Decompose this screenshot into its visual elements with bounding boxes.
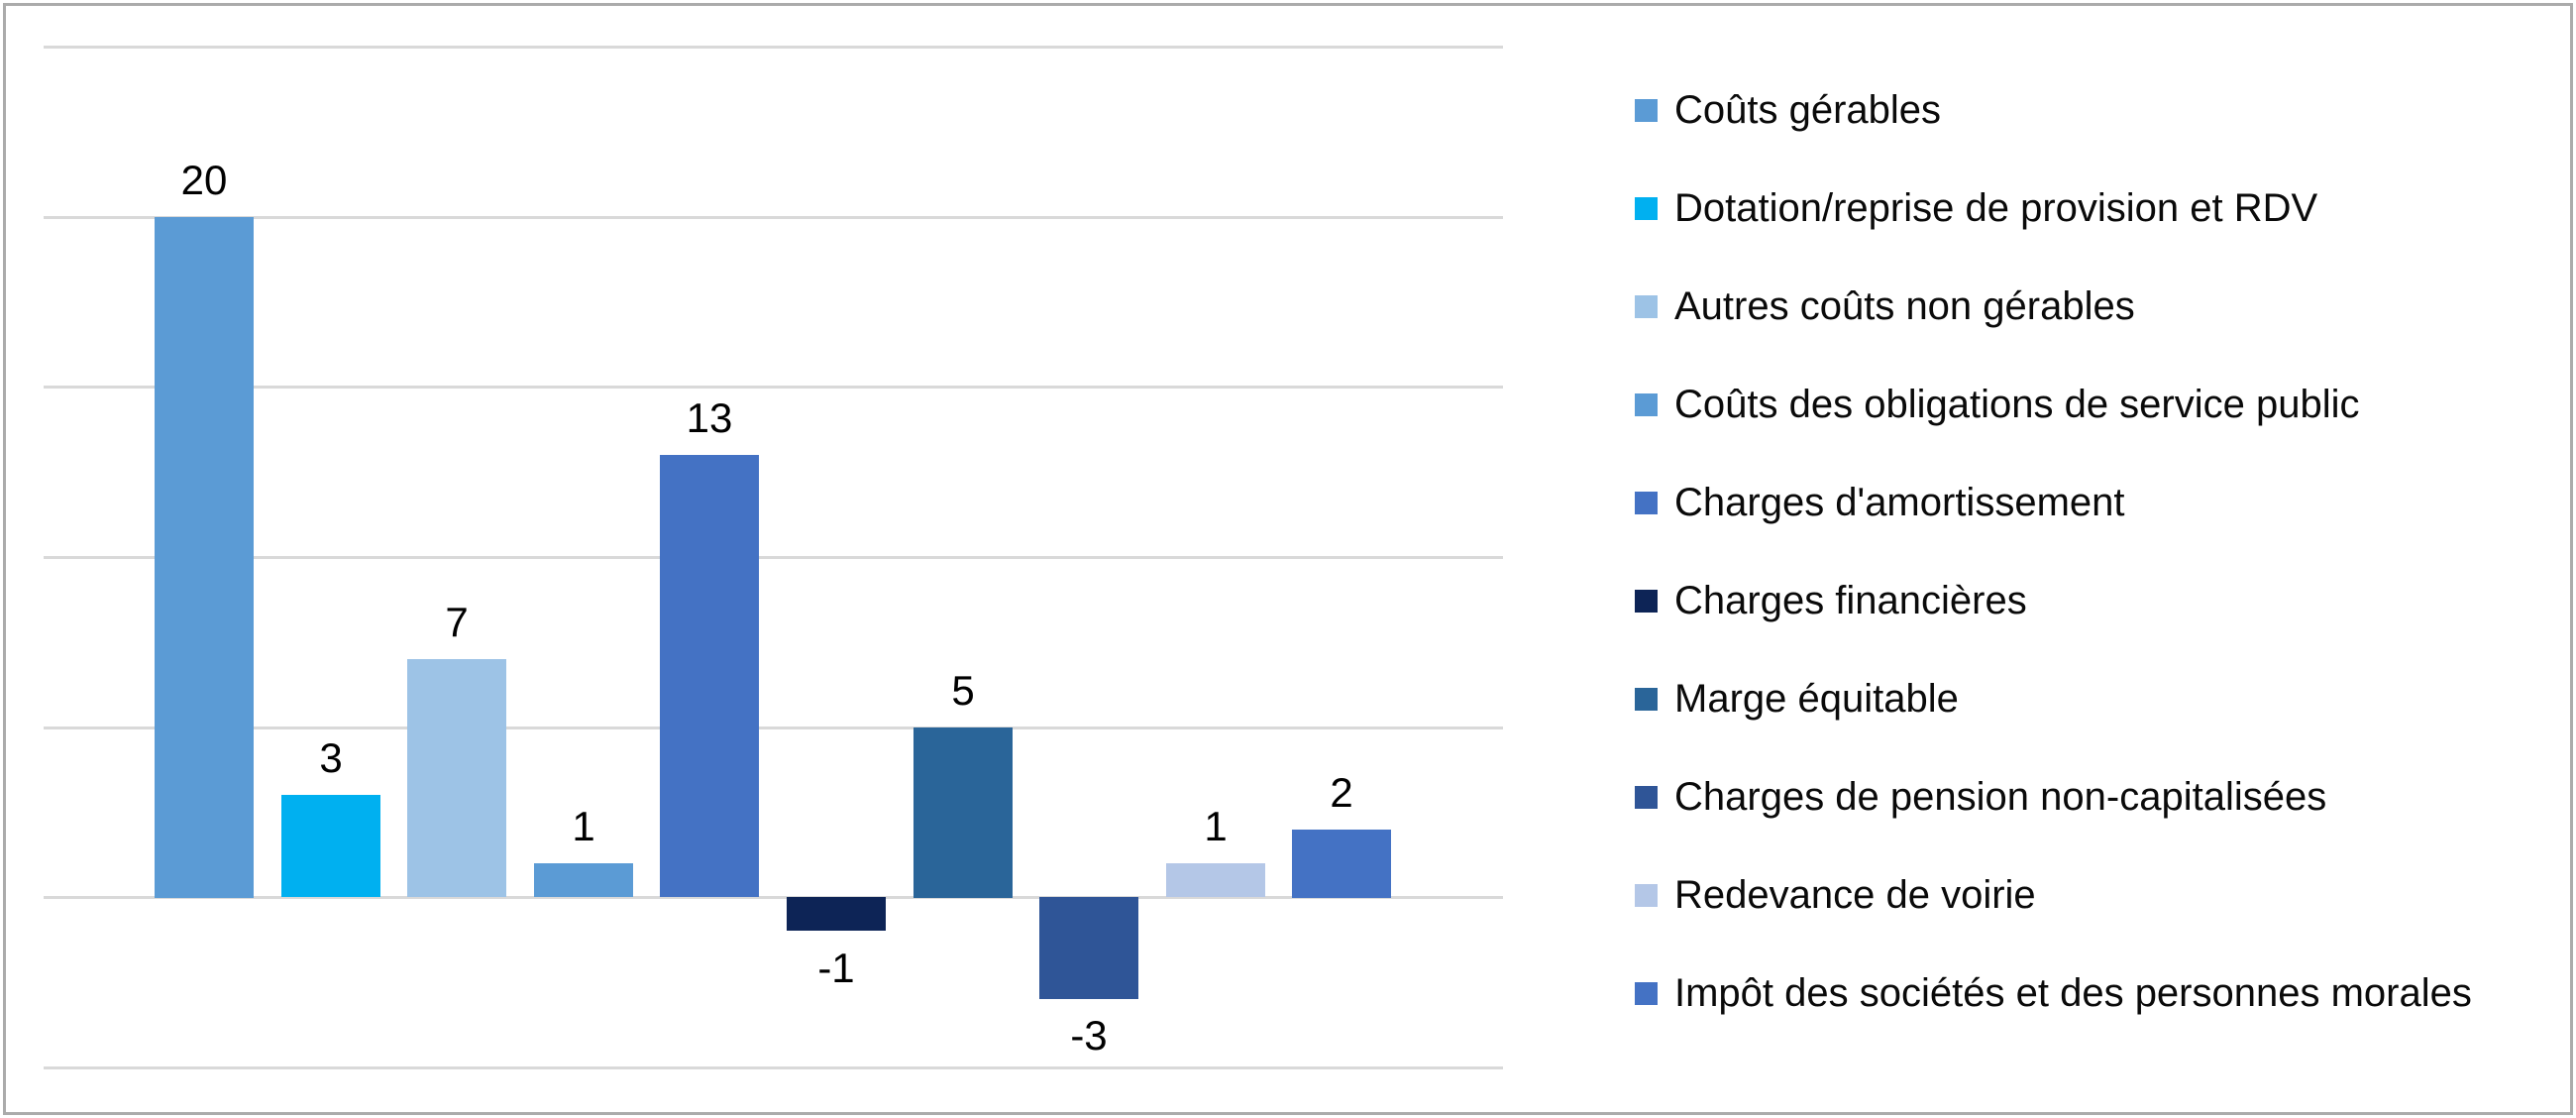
bar-8 — [1039, 897, 1138, 999]
bar-4 — [534, 863, 633, 897]
gridline-y-0 — [44, 896, 1503, 899]
legend-item-1: Coûts gérables — [1635, 86, 1941, 134]
legend-item-label: Coûts des obligations de service public — [1674, 383, 2360, 426]
legend-swatch-icon — [1635, 196, 1658, 220]
legend-item-9: Redevance de voirie — [1635, 871, 2036, 919]
gridline-y-10 — [44, 556, 1503, 559]
legend-swatch-icon — [1635, 981, 1658, 1005]
legend-item-label: Charges de pension non-capitalisées — [1674, 775, 2327, 819]
legend-swatch-icon — [1635, 392, 1658, 416]
legend-item-4: Coûts des obligations de service public — [1635, 381, 2360, 428]
bar-value-label-8: -3 — [1070, 1012, 1108, 1059]
bar-value-label-2: 3 — [319, 734, 343, 781]
gridline-y-20 — [44, 216, 1503, 219]
legend-swatch-icon — [1635, 294, 1658, 318]
legend-item-label: Coûts gérables — [1674, 88, 1942, 132]
legend-swatch-icon — [1635, 883, 1658, 907]
legend-swatch-icon — [1635, 785, 1658, 809]
bar-10 — [1292, 830, 1391, 898]
legend-item-label: Charges financières — [1674, 579, 2027, 622]
legend-item-7: Marge équitable — [1635, 675, 1959, 723]
legend-item-label: Marge équitable — [1674, 677, 1959, 721]
bar-9 — [1166, 863, 1265, 897]
bar-6 — [787, 897, 886, 931]
legend-item-label: Charges d'amortissement — [1674, 481, 2125, 524]
gridline-y--5 — [44, 1066, 1503, 1069]
bar-1 — [155, 217, 254, 898]
bar-value-label-7: 5 — [951, 667, 975, 714]
legend-item-label: Impôt des sociétés et des personnes mora… — [1674, 971, 2472, 1015]
gridline-y-5 — [44, 727, 1503, 729]
bar-3 — [407, 659, 506, 897]
gridline-y-25 — [44, 46, 1503, 49]
bar-2 — [281, 795, 380, 897]
bar-7 — [913, 727, 1013, 898]
bar-value-label-5: 13 — [686, 394, 733, 441]
legend-item-2: Dotation/reprise de provision et RDV — [1635, 184, 2317, 232]
legend-swatch-icon — [1635, 491, 1658, 514]
legend-item-label: Dotation/reprise de provision et RDV — [1674, 186, 2318, 230]
bar-value-label-3: 7 — [445, 599, 469, 645]
bar-value-label-9: 1 — [1204, 803, 1228, 849]
legend-item-10: Impôt des sociétés et des personnes mora… — [1635, 969, 2472, 1017]
bar-value-label-10: 2 — [1330, 769, 1353, 816]
bar-5 — [660, 455, 759, 897]
legend-swatch-icon — [1635, 687, 1658, 711]
legend-item-label: Redevance de voirie — [1674, 873, 2036, 917]
legend-item-8: Charges de pension non-capitalisées — [1635, 773, 2326, 821]
legend-swatch-icon — [1635, 589, 1658, 613]
bar-value-label-1: 20 — [180, 157, 228, 203]
figure-border — [3, 3, 2573, 1115]
gridline-y-15 — [44, 386, 1503, 389]
legend-swatch-icon — [1635, 98, 1658, 122]
legend-item-5: Charges d'amortissement — [1635, 479, 2125, 526]
bar-value-label-4: 1 — [572, 803, 595, 849]
legend-item-label: Autres coûts non gérables — [1674, 284, 2135, 328]
legend-item-3: Autres coûts non gérables — [1635, 282, 2135, 330]
legend-item-6: Charges financières — [1635, 577, 2027, 624]
bar-value-label-6: -1 — [817, 945, 855, 991]
